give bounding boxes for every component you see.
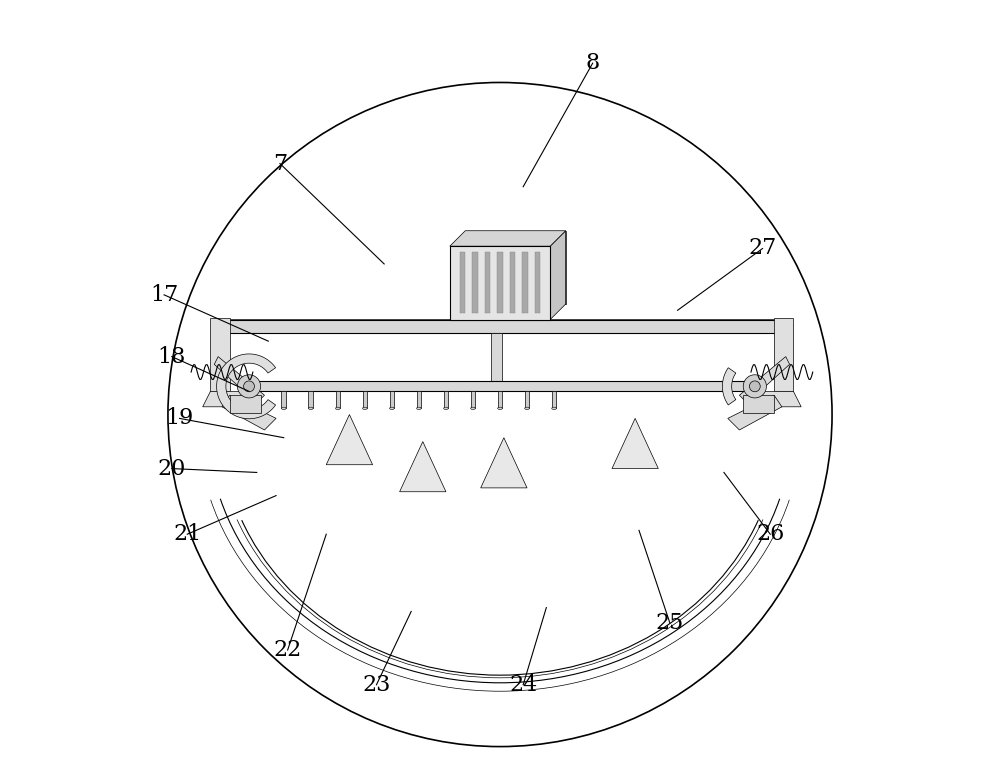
Polygon shape xyxy=(444,391,448,408)
Polygon shape xyxy=(525,391,529,408)
Ellipse shape xyxy=(363,407,367,409)
Polygon shape xyxy=(450,246,550,319)
Polygon shape xyxy=(363,391,367,408)
Polygon shape xyxy=(222,319,793,325)
Polygon shape xyxy=(203,391,261,407)
Polygon shape xyxy=(308,391,313,408)
Polygon shape xyxy=(222,395,276,430)
Polygon shape xyxy=(465,231,566,304)
Polygon shape xyxy=(210,318,230,391)
Polygon shape xyxy=(472,253,478,313)
Polygon shape xyxy=(774,318,793,391)
Text: 8: 8 xyxy=(586,52,600,74)
Polygon shape xyxy=(612,418,658,469)
Polygon shape xyxy=(257,381,747,391)
Text: 20: 20 xyxy=(158,457,186,480)
Circle shape xyxy=(237,375,261,398)
Ellipse shape xyxy=(498,407,502,409)
Ellipse shape xyxy=(308,407,313,409)
Text: 25: 25 xyxy=(656,612,684,634)
Polygon shape xyxy=(535,253,540,313)
Polygon shape xyxy=(390,391,394,408)
Polygon shape xyxy=(485,253,490,313)
Ellipse shape xyxy=(417,407,421,409)
Polygon shape xyxy=(230,395,261,413)
Circle shape xyxy=(244,381,254,391)
Polygon shape xyxy=(728,395,782,430)
Ellipse shape xyxy=(552,407,556,409)
Polygon shape xyxy=(214,319,790,333)
Polygon shape xyxy=(400,442,446,492)
Text: 18: 18 xyxy=(158,346,186,367)
Polygon shape xyxy=(739,356,790,403)
Polygon shape xyxy=(522,253,528,313)
Text: 22: 22 xyxy=(274,639,302,661)
Polygon shape xyxy=(498,391,502,408)
Polygon shape xyxy=(743,391,801,407)
Ellipse shape xyxy=(390,407,394,409)
Text: 23: 23 xyxy=(362,673,391,696)
Polygon shape xyxy=(417,391,421,408)
Polygon shape xyxy=(743,395,774,413)
Polygon shape xyxy=(281,391,286,408)
Circle shape xyxy=(743,375,766,398)
Polygon shape xyxy=(214,356,264,403)
Ellipse shape xyxy=(281,407,286,409)
Ellipse shape xyxy=(444,407,448,409)
Polygon shape xyxy=(491,333,502,384)
Polygon shape xyxy=(722,368,736,405)
Polygon shape xyxy=(497,253,503,313)
Ellipse shape xyxy=(471,407,475,409)
Polygon shape xyxy=(550,231,566,319)
Polygon shape xyxy=(336,391,340,408)
Polygon shape xyxy=(510,253,515,313)
Polygon shape xyxy=(552,391,556,408)
Ellipse shape xyxy=(525,407,529,409)
Text: 24: 24 xyxy=(509,673,537,696)
Polygon shape xyxy=(217,354,276,418)
Polygon shape xyxy=(481,438,527,488)
Text: 27: 27 xyxy=(748,237,777,260)
Polygon shape xyxy=(326,415,373,465)
Polygon shape xyxy=(471,391,475,408)
Text: 21: 21 xyxy=(173,523,201,546)
Text: 26: 26 xyxy=(756,523,784,546)
Text: 7: 7 xyxy=(273,153,287,174)
Circle shape xyxy=(749,381,760,391)
Polygon shape xyxy=(460,253,465,313)
Ellipse shape xyxy=(336,407,340,409)
Text: 17: 17 xyxy=(150,284,178,306)
Text: 19: 19 xyxy=(165,408,194,429)
Polygon shape xyxy=(450,231,566,246)
